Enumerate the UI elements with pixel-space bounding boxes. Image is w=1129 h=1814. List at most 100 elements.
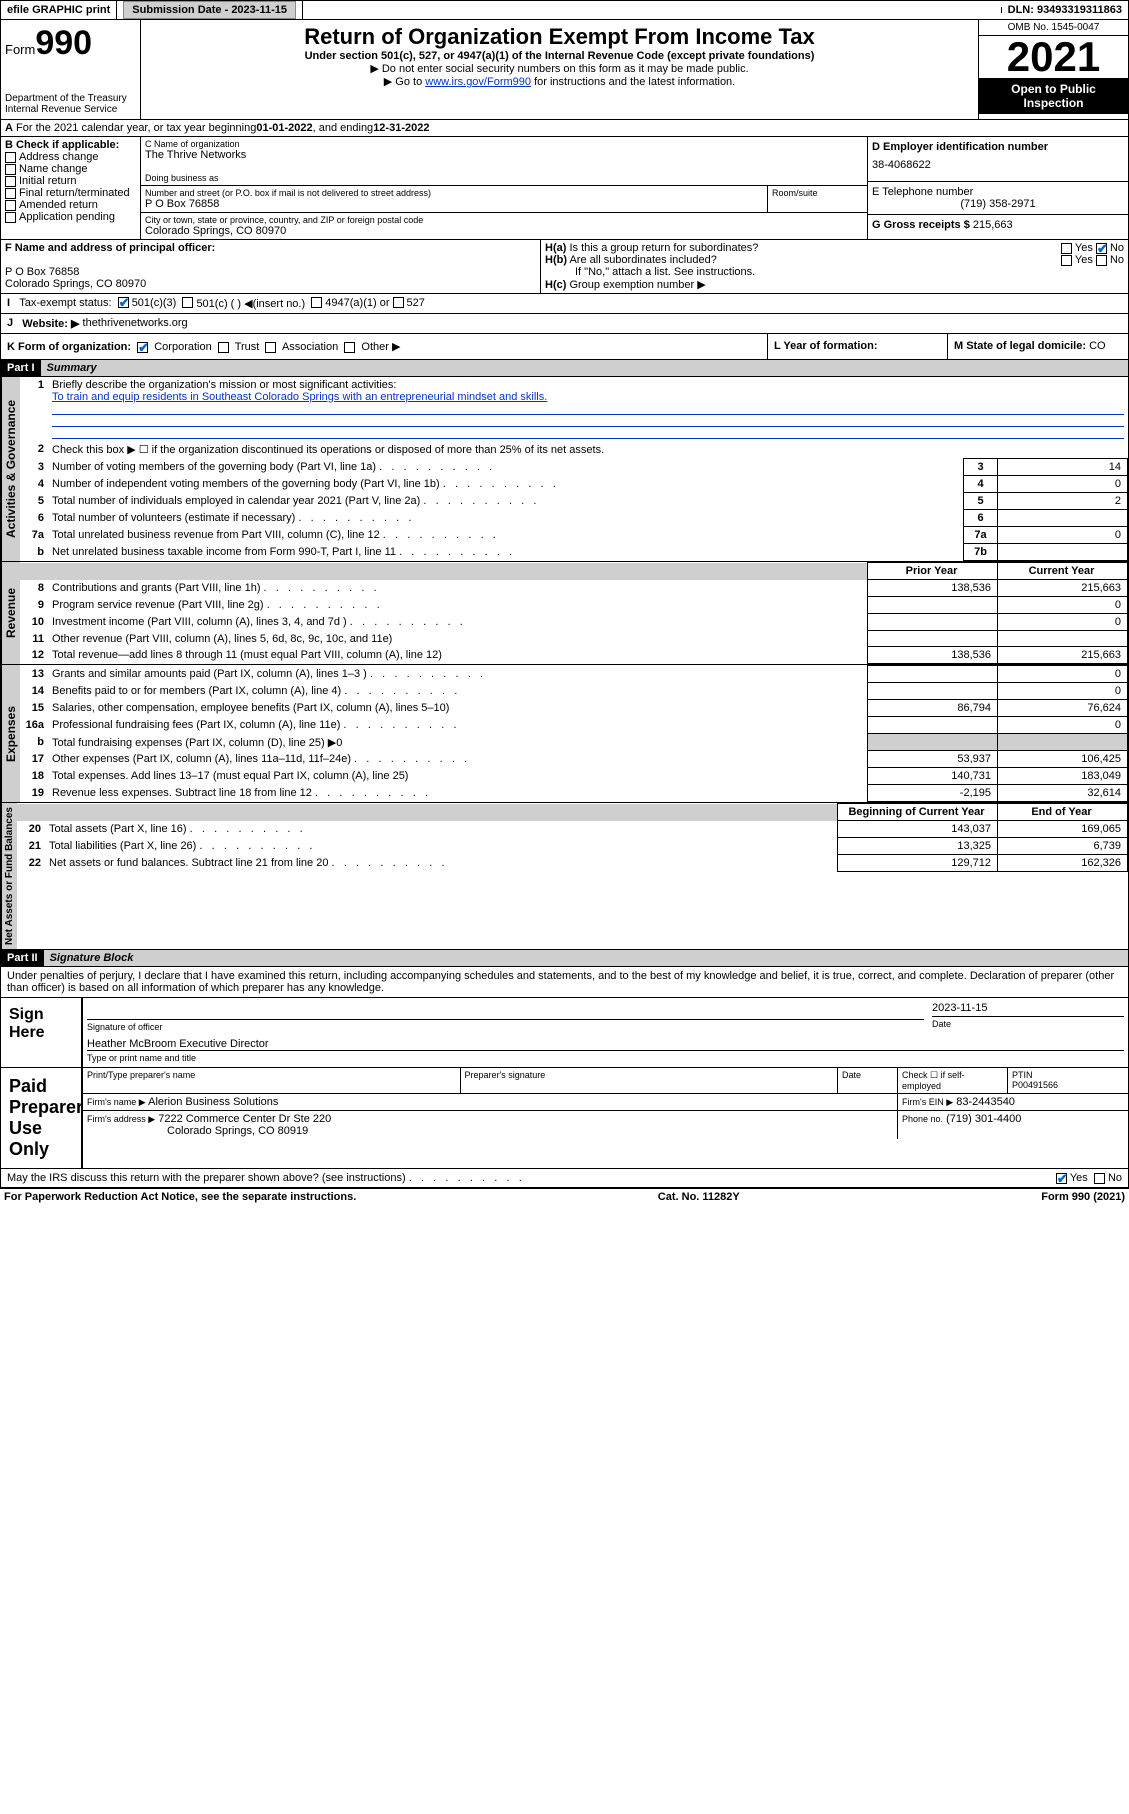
sign-here-label: Sign Here — [1, 998, 81, 1067]
opt-final[interactable]: Final return/terminated — [5, 187, 136, 199]
firm-phone: (719) 301-4400 — [946, 1113, 1021, 1125]
firm-ein: 83-2443540 — [956, 1096, 1015, 1108]
firm-name: Alerion Business Solutions — [148, 1096, 278, 1108]
k-corp[interactable] — [137, 342, 148, 353]
note-ssn: ▶ Do not enter social security numbers o… — [145, 62, 974, 75]
paperwork-notice: For Paperwork Reduction Act Notice, see … — [4, 1191, 356, 1203]
opt-amended[interactable]: Amended return — [5, 199, 136, 211]
net-table: Beginning of Current YearEnd of Year 20T… — [17, 803, 1128, 872]
exp-table: 13Grants and similar amounts paid (Part … — [20, 665, 1128, 802]
paid-prep-label: Paid Preparer Use Only — [1, 1068, 81, 1168]
officer-addr1: P O Box 76858 — [5, 266, 536, 278]
k-assoc[interactable] — [265, 342, 276, 353]
irs-label: Internal Revenue Service — [5, 104, 136, 115]
ptin: P00491566 — [1012, 1080, 1058, 1090]
k-other[interactable] — [344, 342, 355, 353]
ha-yes[interactable] — [1061, 243, 1072, 254]
cat-no: Cat. No. 11282Y — [658, 1191, 740, 1203]
ha-no[interactable] — [1096, 243, 1107, 254]
c-label: C Name of organization — [145, 139, 863, 149]
discuss-no[interactable] — [1094, 1173, 1105, 1184]
part1-body: Activities & Governance 1 Briefly descri… — [0, 377, 1129, 562]
vtab-expenses: Expenses — [1, 665, 20, 802]
form-footer: Form 990 (2021) — [1041, 1191, 1125, 1203]
room-label: Room/suite — [767, 186, 867, 212]
i-527[interactable] — [393, 297, 404, 308]
gov-table: 1 Briefly describe the organization's mi… — [20, 377, 1128, 561]
phone: (719) 358-2971 — [872, 198, 1124, 210]
box-c: C Name of organization The Thrive Networ… — [141, 137, 868, 239]
header-right: OMB No. 1545-0047 2021 Open to Public In… — [978, 20, 1128, 119]
fh-block: F Name and address of principal officer:… — [0, 240, 1129, 294]
part1-expenses: Expenses 13Grants and similar amounts pa… — [0, 665, 1129, 803]
website: thethrivenetworks.org — [83, 317, 188, 330]
perjury-text: Under penalties of perjury, I declare th… — [0, 967, 1129, 998]
mission-text: To train and equip residents in Southeas… — [52, 391, 547, 403]
hb-yes[interactable] — [1061, 255, 1072, 266]
l-label: L Year of formation: — [774, 340, 878, 352]
line-klm: K Form of organization: Corporation Trus… — [0, 334, 1129, 360]
part1-revenue: Revenue Prior YearCurrent Year 8Contribu… — [0, 562, 1129, 665]
line-i: I Tax-exempt status: 501(c)(3) 501(c) ( … — [0, 294, 1129, 314]
paid-preparer-block: Paid Preparer Use Only Print/Type prepar… — [0, 1068, 1129, 1169]
form-number: 990 — [35, 24, 92, 62]
gross-receipts: 215,663 — [973, 219, 1013, 231]
vtab-governance: Activities & Governance — [1, 377, 20, 561]
firm-addr1: 7222 Commerce Center Dr Ste 220 — [158, 1113, 331, 1125]
m-label: M State of legal domicile: — [954, 340, 1086, 352]
prep-sig-label: Preparer's signature — [461, 1068, 839, 1093]
i-501c3[interactable] — [118, 297, 129, 308]
opt-addr-change[interactable]: Address change — [5, 151, 136, 163]
box-deg: D Employer identification number 38-4068… — [868, 137, 1128, 239]
ein: 38-4068622 — [872, 153, 1124, 177]
g-label: G Gross receipts $ — [872, 219, 970, 231]
part1-netassets: Net Assets or Fund Balances Beginning of… — [0, 803, 1129, 950]
submission-date: Submission Date - 2023-11-15 — [117, 1, 303, 19]
dba-label: Doing business as — [145, 173, 863, 183]
i-4947[interactable] — [311, 297, 322, 308]
dept-treasury: Department of the Treasury — [5, 93, 136, 104]
part1-header: Part I — [1, 360, 41, 376]
form-subtitle: Under section 501(c), 527, or 4947(a)(1)… — [145, 50, 974, 62]
topbar: efile GRAPHIC print Submission Date - 20… — [0, 0, 1129, 20]
line-a: A For the 2021 calendar year, or tax yea… — [0, 120, 1129, 137]
k-trust[interactable] — [218, 342, 229, 353]
sign-here-block: Sign Here Signature of officer 2023-11-1… — [0, 998, 1129, 1068]
form-header: Form990 Department of the Treasury Inter… — [0, 20, 1129, 120]
org-address: P O Box 76858 — [145, 198, 763, 210]
opt-initial[interactable]: Initial return — [5, 175, 136, 187]
self-emp[interactable]: Check ☐ if self-employed — [898, 1068, 1008, 1093]
form990-link[interactable]: www.irs.gov/Form990 — [425, 76, 531, 88]
discuss-yes[interactable] — [1056, 1173, 1067, 1184]
i-501c[interactable] — [182, 297, 193, 308]
spacer — [303, 7, 1002, 13]
part2-title: Signature Block — [44, 950, 1128, 966]
firm-addr2: Colorado Springs, CO 80919 — [87, 1125, 308, 1137]
box-b: B Check if applicable: Address change Na… — [1, 137, 141, 239]
e-label: E Telephone number — [872, 186, 973, 198]
dln: DLN: 93493319311863 — [1002, 1, 1128, 19]
form-prefix: Form — [5, 42, 35, 57]
tax-year: 2021 — [979, 36, 1128, 78]
date-label: Date — [932, 1019, 1124, 1029]
org-info-block: B Check if applicable: Address change Na… — [0, 137, 1129, 240]
part1-title: Summary — [41, 360, 1128, 376]
footer: For Paperwork Reduction Act Notice, see … — [0, 1188, 1129, 1205]
h-note: If "No," attach a list. See instructions… — [545, 266, 1124, 278]
org-name: The Thrive Networks — [145, 149, 863, 161]
line-j: J Website: ▶ thethrivenetworks.org — [0, 314, 1129, 334]
form-title: Return of Organization Exempt From Incom… — [145, 24, 974, 50]
officer-name: Heather McBroom Executive Director — [87, 1038, 269, 1050]
name-title-label: Type or print name and title — [87, 1053, 1124, 1063]
box-f: F Name and address of principal officer:… — [1, 240, 541, 293]
sig-officer-label: Signature of officer — [87, 1022, 924, 1032]
header-mid: Return of Organization Exempt From Incom… — [141, 20, 978, 119]
box-h: H(a) Is this a group return for subordin… — [541, 240, 1128, 293]
hb-no[interactable] — [1096, 255, 1107, 266]
opt-pending[interactable]: Application pending — [5, 211, 136, 223]
opt-name-change[interactable]: Name change — [5, 163, 136, 175]
d-label: D Employer identification number — [872, 141, 1048, 153]
sig-date: 2023-11-15 — [932, 1002, 1124, 1014]
officer-addr2: Colorado Springs, CO 80970 — [5, 278, 536, 290]
discuss-row: May the IRS discuss this return with the… — [0, 1169, 1129, 1188]
